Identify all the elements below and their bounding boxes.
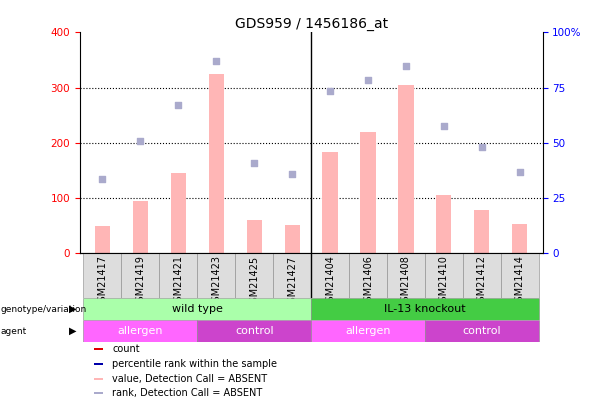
Text: GSM21414: GSM21414 (515, 256, 525, 308)
Bar (512, 224, 527, 253)
Point (515, 168, 525, 175)
Text: control: control (235, 326, 273, 336)
Point (249, 160, 259, 166)
Text: ▶: ▶ (69, 304, 77, 314)
Text: control: control (462, 326, 501, 336)
Bar (311, 253, 349, 298)
Text: count: count (112, 344, 140, 354)
Text: GSM21404: GSM21404 (325, 256, 335, 308)
Title: GDS959 / 1456186_at: GDS959 / 1456186_at (235, 17, 387, 31)
Text: allergen: allergen (118, 326, 163, 336)
Bar (94, 392, 104, 394)
Point (439, 123, 449, 130)
Text: ▶: ▶ (69, 326, 77, 336)
Text: percentile rank within the sample: percentile rank within the sample (112, 359, 277, 369)
Bar (159, 253, 197, 298)
Bar (94, 377, 104, 379)
Text: GSM21417: GSM21417 (97, 256, 107, 309)
Bar (360, 132, 376, 253)
Bar (311, 298, 539, 320)
Text: allergen: allergen (345, 326, 390, 336)
Text: GSM21419: GSM21419 (135, 256, 145, 308)
Bar (246, 220, 262, 253)
Bar (387, 253, 425, 298)
Text: GSM21408: GSM21408 (401, 256, 411, 308)
Text: GSM21406: GSM21406 (363, 256, 373, 308)
Bar (208, 74, 224, 253)
Bar (425, 253, 463, 298)
Bar (235, 253, 273, 298)
Bar (322, 152, 338, 253)
Bar (425, 320, 539, 342)
Bar (349, 253, 387, 298)
Point (401, 62, 411, 69)
Bar (273, 253, 311, 298)
Text: value, Detection Call = ABSENT: value, Detection Call = ABSENT (112, 374, 267, 384)
Text: GSM21421: GSM21421 (173, 256, 183, 309)
Bar (398, 85, 414, 253)
Bar (94, 348, 104, 350)
Bar (95, 226, 110, 253)
Bar (463, 253, 501, 298)
Text: agent: agent (1, 327, 27, 336)
Text: GSM21425: GSM21425 (249, 256, 259, 309)
Text: wild type: wild type (172, 304, 223, 314)
Bar (197, 320, 311, 342)
Bar (94, 363, 104, 365)
Point (173, 102, 183, 109)
Bar (284, 224, 300, 253)
Text: genotype/variation: genotype/variation (1, 305, 87, 313)
Point (135, 138, 145, 145)
Point (287, 171, 297, 177)
Point (211, 58, 221, 64)
Point (363, 77, 373, 84)
Bar (83, 253, 121, 298)
Point (97, 175, 107, 182)
Bar (501, 253, 539, 298)
Bar (311, 320, 425, 342)
Text: GSM21410: GSM21410 (439, 256, 449, 308)
Bar (171, 173, 186, 253)
Bar (133, 201, 148, 253)
Text: IL-13 knockout: IL-13 knockout (384, 304, 466, 314)
Bar (197, 253, 235, 298)
Point (325, 88, 335, 95)
Text: rank, Detection Call = ABSENT: rank, Detection Call = ABSENT (112, 388, 262, 399)
Bar (436, 195, 451, 253)
Bar (83, 320, 197, 342)
Text: GSM21423: GSM21423 (211, 256, 221, 309)
Bar (474, 210, 489, 253)
Point (477, 143, 487, 150)
Text: GSM21427: GSM21427 (287, 256, 297, 309)
Bar (121, 253, 159, 298)
Bar (83, 298, 311, 320)
Text: GSM21412: GSM21412 (477, 256, 487, 309)
